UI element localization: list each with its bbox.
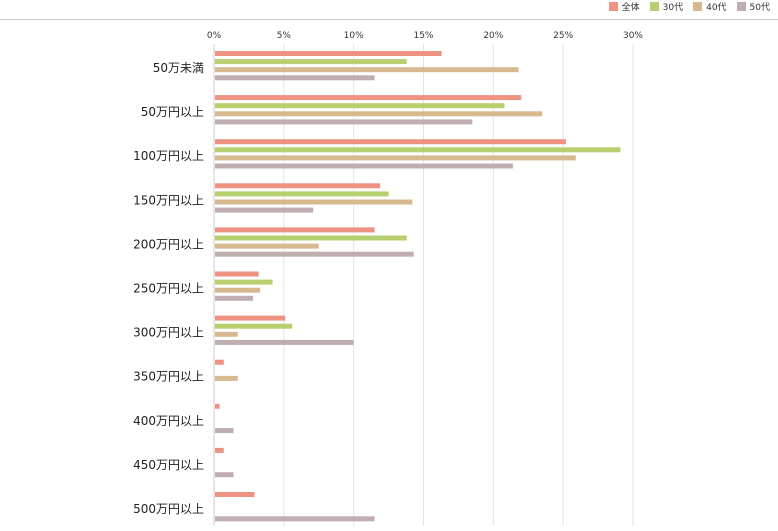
legend-item: 30代 [649,0,684,13]
legend-swatch [736,1,746,11]
bar [215,103,505,109]
bar [215,75,375,81]
bar [215,111,543,117]
bar [215,315,286,321]
bar [215,271,259,277]
legend-label: 全体 [621,2,640,13]
legend-swatch [693,1,703,11]
bar [215,67,519,73]
x-tick-label: 5% [277,31,292,41]
bar [215,447,224,453]
category-label: 400万円以上 [133,414,204,428]
bar [215,139,566,145]
legend-label: 40代 [706,2,727,13]
bar [215,119,473,125]
legend-swatch [608,1,618,11]
bar [215,227,375,233]
bar [215,199,413,205]
bar [215,243,319,249]
bar [215,516,375,522]
bar [215,492,255,497]
category-label: 50万円以上 [141,105,204,119]
x-tick-label: 15% [413,31,433,41]
bar [215,359,224,365]
legend-label: 30代 [662,2,684,13]
category-label: 450万円以上 [133,458,204,472]
bar [215,183,381,189]
category-label: 250万円以上 [133,282,204,296]
x-tick-label: 30% [623,31,643,41]
category-label: 150万円以上 [133,193,204,207]
bar [215,51,442,56]
x-tick-label: 20% [483,31,503,41]
bar [215,375,238,381]
legend: 全体 30代 40代 50代 [608,0,770,13]
bar [215,95,522,101]
bar [215,339,354,345]
legend-item: 40代 [693,0,727,13]
bar [215,59,407,65]
category-label: 500万円以上 [133,502,204,516]
bar [215,287,261,293]
bar [215,147,621,153]
category-label: 50万未満 [153,61,204,75]
bar [215,403,220,409]
bar [215,207,314,213]
legend-item: 50代 [736,0,770,13]
bar [215,155,576,161]
x-tick-label: 10% [344,31,364,41]
category-label: 200万円以上 [133,237,204,251]
legend-swatch [649,1,659,11]
x-tick-label: 0% [207,31,222,41]
bar [215,428,234,434]
category-label: 100万円以上 [133,149,204,163]
bar [215,191,389,197]
bar [215,323,293,329]
category-label: 300万円以上 [133,326,204,340]
x-tick-label: 25% [553,31,573,41]
bar [215,295,254,301]
category-label: 350万円以上 [133,370,204,384]
bar [215,251,414,257]
legend-item: 全体 [608,0,640,13]
bar [215,235,407,241]
legend-label: 50代 [749,2,770,13]
bar [215,331,238,337]
bar [215,279,273,285]
bar [215,472,234,478]
bar [215,163,513,169]
top-divider [0,19,778,20]
